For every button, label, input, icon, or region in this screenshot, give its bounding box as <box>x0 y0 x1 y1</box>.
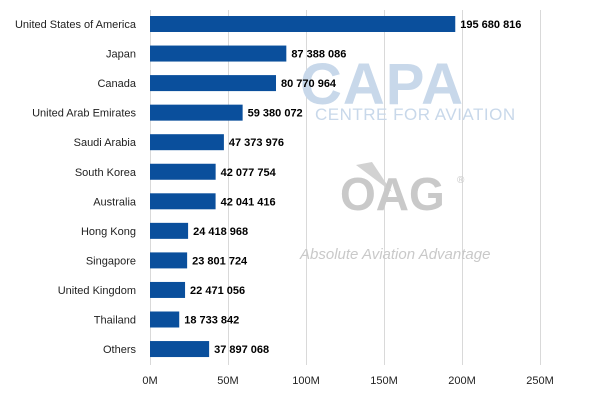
category-label: United Kingdom <box>58 285 136 297</box>
capa-subtitle-watermark: CENTRE FOR AVIATION <box>315 105 516 124</box>
data-label: 80 770 964 <box>281 78 337 90</box>
bar <box>150 311 180 328</box>
category-label: Others <box>103 344 137 356</box>
bar <box>150 104 243 121</box>
bar <box>150 134 224 151</box>
bar <box>150 16 456 32</box>
oag-logo-watermark: OAG <box>340 168 445 220</box>
x-tick-label: 200M <box>448 375 476 387</box>
category-labels: United States of America Japan Canada Unite… <box>15 19 137 356</box>
category-label: Japan <box>106 49 136 61</box>
category-label: South Korea <box>75 167 137 179</box>
bar <box>150 193 216 210</box>
bar <box>150 252 188 269</box>
capa-logo-watermark: CAPA <box>300 52 464 117</box>
x-tick-label: 50M <box>217 375 238 387</box>
bar <box>150 45 287 62</box>
x-tick-label: 250M <box>526 375 554 387</box>
bar <box>150 341 210 358</box>
data-label: 195 680 816 <box>460 19 521 31</box>
data-label: 42 077 754 <box>221 167 277 179</box>
x-tick-label: 0M <box>142 375 157 387</box>
watermarks: CAPA CENTRE FOR AVIATION OAG ® Absolute … <box>299 52 516 263</box>
oag-tagline-watermark: Absolute Aviation Advantage <box>299 246 490 263</box>
data-label: 23 801 724 <box>192 255 248 267</box>
category-label: United Arab Emirates <box>32 108 136 120</box>
data-label: 22 471 056 <box>190 285 245 297</box>
x-tick-label: 100M <box>292 375 320 387</box>
data-label: 18 733 842 <box>184 315 239 327</box>
bar <box>150 222 189 239</box>
bars <box>150 16 456 358</box>
category-label: Thailand <box>94 315 136 327</box>
bar <box>150 75 277 92</box>
category-label: Singapore <box>86 255 136 267</box>
data-label: 59 380 072 <box>248 108 303 120</box>
data-label: 37 897 068 <box>214 344 269 356</box>
x-tick-label: 150M <box>370 375 398 387</box>
data-label: 47 373 976 <box>229 137 284 149</box>
data-label: 24 418 968 <box>193 226 248 238</box>
data-label: 42 041 416 <box>221 196 276 208</box>
bar <box>150 281 186 298</box>
oag-swoosh-icon <box>356 162 392 192</box>
value-labels: 195 680 816 87 388 086 80 770 964 59 380 07… <box>184 19 521 356</box>
gridlines <box>150 10 541 365</box>
data-label: 87 388 086 <box>291 49 346 61</box>
category-label: United States of America <box>15 19 137 31</box>
category-label: Saudi Arabia <box>74 137 137 149</box>
category-label: Hong Kong <box>81 226 136 238</box>
x-axis-tick-labels: 0M 50M 100M 150M 200M 250M <box>142 375 553 387</box>
bar <box>150 163 216 180</box>
oag-registered-mark: ® <box>457 175 465 186</box>
category-label: Canada <box>97 78 136 90</box>
category-label: Australia <box>93 196 137 208</box>
